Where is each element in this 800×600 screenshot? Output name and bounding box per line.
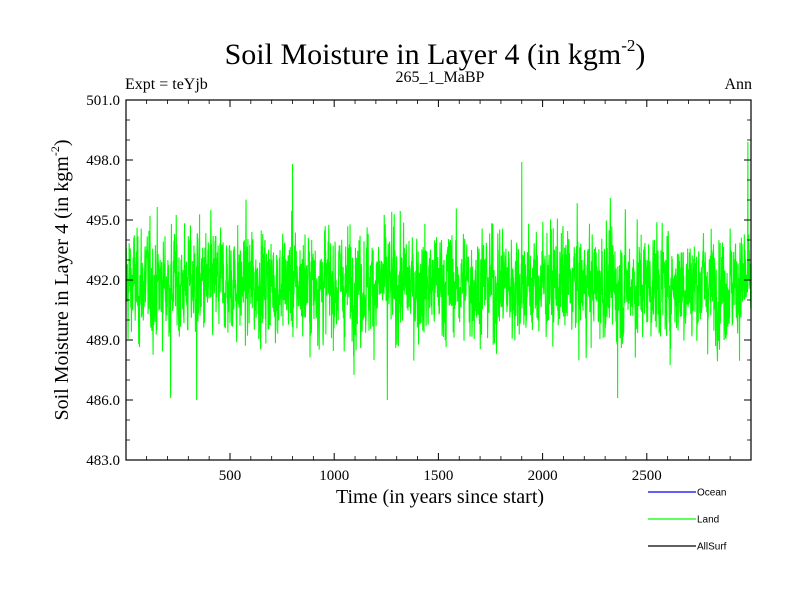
x-tick-label: 2500 (632, 468, 662, 484)
series-line-land (126, 141, 751, 401)
chart-title-superscript: -2 (621, 36, 635, 55)
y-tick-label: 483.0 (86, 453, 120, 469)
x-tick-label: 500 (219, 468, 242, 484)
x-axis-label: Time (in years since start) (336, 486, 544, 508)
run-label: 265_1_MaBP (396, 69, 485, 86)
y-tick-label: 486.0 (86, 393, 120, 409)
y-tick-label: 498.0 (86, 153, 120, 169)
y-tick-label: 492.0 (86, 273, 120, 289)
y-axis-label: Soil Moisture in Layer 4 (in kgm-2) (48, 139, 73, 420)
legend: Ocean Land AllSurf (648, 488, 727, 553)
y-tick-label: 501.0 (86, 93, 120, 109)
y-tick-label: 495.0 (86, 213, 120, 229)
chart-title: Soil Moisture in Layer 4 (in kgm-2) (225, 36, 646, 71)
season-label: Ann (724, 76, 752, 93)
x-tick-label: 1000 (319, 468, 349, 484)
y-tick-label: 489.0 (86, 333, 120, 349)
experiment-label: Expt = teYjb (125, 76, 208, 93)
series-layer (126, 141, 751, 401)
x-tick-label: 2000 (528, 468, 558, 484)
y-axis-label-superscript: -2 (48, 146, 62, 156)
tick-layer: 500 1000 1500 2000 2500 483.0 486.0 489.0 492.0 4… (86, 93, 751, 484)
legend-label-ocean: Ocean (697, 488, 726, 499)
x-tick-label: 1500 (423, 468, 453, 484)
legend-label-land: Land (697, 515, 719, 526)
legend-label-allsurf: AllSurf (697, 542, 727, 553)
